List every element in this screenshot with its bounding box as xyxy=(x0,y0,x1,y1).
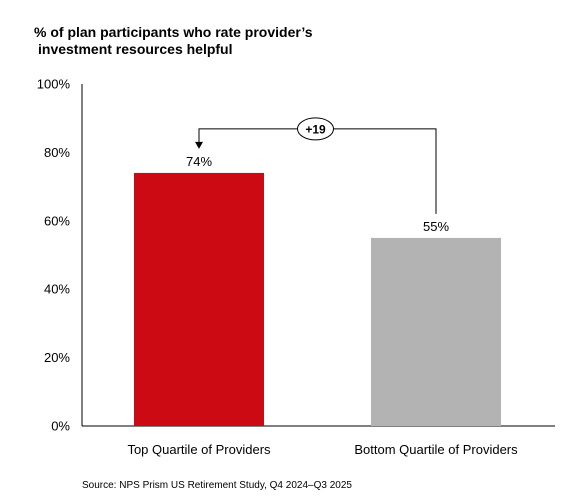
source-note: Source: NPS Prism US Retirement Study, Q… xyxy=(82,480,352,491)
y-tick-label: 0% xyxy=(51,419,70,434)
difference-label: +19 xyxy=(305,122,326,136)
y-tick-label: 40% xyxy=(44,282,70,297)
data-label: 55% xyxy=(423,219,449,234)
bar xyxy=(134,172,264,426)
data-label: 74% xyxy=(186,154,212,169)
chart-title-line-1: % of plan participants who rate provider… xyxy=(34,24,313,40)
category-label: Top Quartile of Providers xyxy=(127,442,271,457)
category-labels: Top Quartile of Providers Bottom Quartile… xyxy=(127,442,518,457)
data-labels: 74% 55% xyxy=(186,154,449,234)
bar xyxy=(371,237,501,426)
difference-annotation: +19 xyxy=(195,117,437,214)
y-tick-label: 80% xyxy=(44,145,70,160)
y-axis: 0% 20% 40% 60% 80% 100% xyxy=(37,77,555,434)
chart-title-line-2: investment resources helpful xyxy=(38,41,233,57)
arrow-head-icon xyxy=(195,141,203,149)
category-label: Bottom Quartile of Providers xyxy=(354,442,518,457)
y-tick-label: 60% xyxy=(44,213,70,228)
difference-badge xyxy=(297,117,334,141)
bars xyxy=(134,172,501,426)
y-tick-label: 100% xyxy=(37,77,71,92)
chart-title: % of plan participants who rate provider… xyxy=(34,24,454,58)
y-tick-label: 20% xyxy=(44,350,70,365)
